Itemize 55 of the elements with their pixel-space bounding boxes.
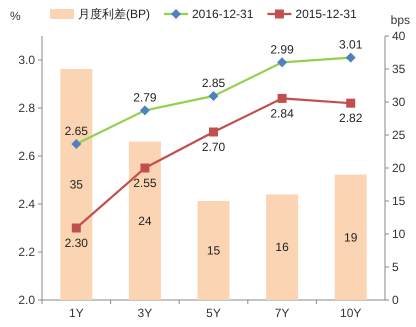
bar xyxy=(198,201,230,300)
data-label: 2.85 xyxy=(202,76,226,90)
x-tick-label: 1Y xyxy=(68,306,84,320)
y2-tick-label: 20 xyxy=(392,161,406,175)
x-tick-label: 10Y xyxy=(340,306,362,320)
data-label: 2.84 xyxy=(270,106,294,120)
data-label: 35 xyxy=(70,178,84,192)
point xyxy=(71,139,82,149)
data-label: 24 xyxy=(138,214,152,228)
y2-tick-label: 35 xyxy=(392,62,406,76)
data-label: 16 xyxy=(275,240,290,254)
data-label: 2.30 xyxy=(64,236,88,250)
point xyxy=(346,98,356,108)
y2-tick-label: 5 xyxy=(392,260,399,274)
bar xyxy=(60,69,92,300)
bar xyxy=(128,142,161,300)
data-label: 2.82 xyxy=(339,111,363,126)
point xyxy=(140,164,150,172)
y2-tick-label: 10 xyxy=(392,227,406,241)
y2-tick-label: 15 xyxy=(392,194,406,208)
point xyxy=(72,224,81,232)
bar xyxy=(266,194,298,300)
legend-label: 2015-12-31 xyxy=(295,7,358,21)
legend-label: 月度利差(BP) xyxy=(78,7,150,21)
y2-axis-title: bps xyxy=(390,13,410,27)
point xyxy=(209,128,218,136)
y2-tick-label: 40 xyxy=(392,29,406,43)
y-tick-label: 2.4 xyxy=(18,197,36,211)
point xyxy=(277,57,288,68)
point xyxy=(140,105,150,116)
data-label: 2.55 xyxy=(133,176,157,190)
data-label: 2.65 xyxy=(64,124,88,138)
data-label: 19 xyxy=(344,230,358,244)
data-label: 2.79 xyxy=(133,90,157,104)
y-tick-label: 3.0 xyxy=(18,53,36,67)
y-tick-label: 2.6 xyxy=(18,149,36,163)
data-label: 3.01 xyxy=(339,38,363,52)
point xyxy=(278,94,287,103)
point xyxy=(208,91,218,101)
y-axis-title: % xyxy=(10,9,21,23)
data-label: 2.70 xyxy=(202,140,226,154)
y-tick-label: 2.0 xyxy=(18,293,36,307)
y2-tick-label: 0 xyxy=(392,293,399,307)
x-tick-label: 5Y xyxy=(206,306,221,320)
legend-label: 2016-12-31 xyxy=(192,7,254,21)
data-label: 2.99 xyxy=(270,42,294,56)
bar xyxy=(334,174,367,300)
point xyxy=(346,52,356,63)
data-label: 15 xyxy=(206,244,220,258)
y-tick-label: 2.8 xyxy=(18,101,36,115)
x-tick-label: 3Y xyxy=(138,306,152,320)
x-tick-label: 7Y xyxy=(274,306,290,320)
y2-tick-label: 30 xyxy=(392,95,406,109)
y-tick-label: 2.2 xyxy=(18,245,36,259)
y2-tick-label: 25 xyxy=(392,128,406,142)
